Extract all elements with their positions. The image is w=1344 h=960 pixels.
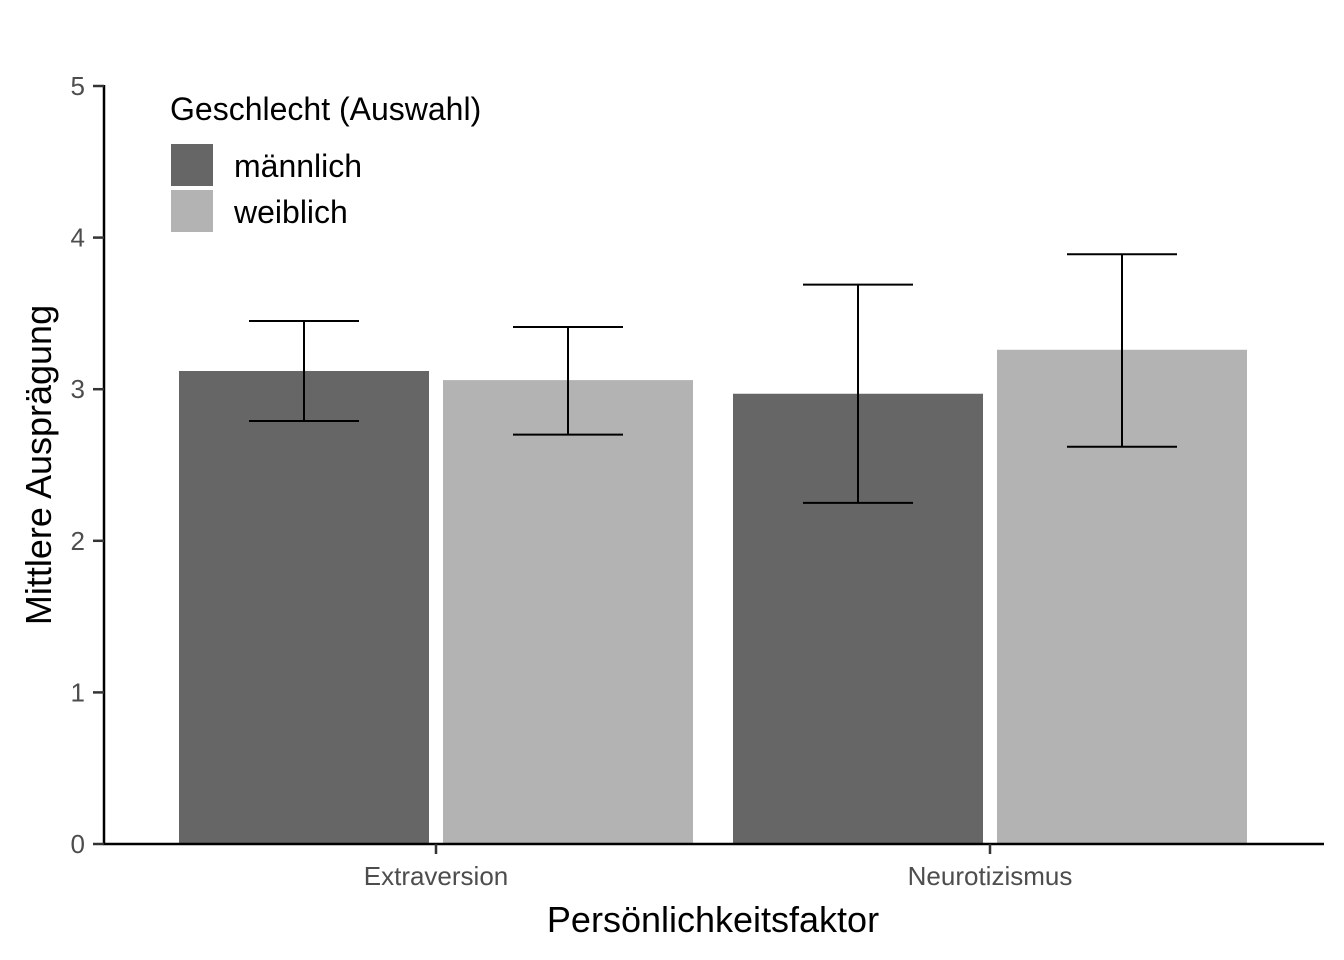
bars-layer xyxy=(179,349,1247,844)
legend-swatch-weiblich xyxy=(171,190,213,232)
legend-swatch-männlich xyxy=(171,144,213,186)
y-tick-label: 3 xyxy=(71,374,85,404)
legend: Geschlecht (Auswahl) männlich weiblich xyxy=(170,91,481,232)
y-tick-label: 4 xyxy=(71,223,85,253)
y-tick-label: 5 xyxy=(71,71,85,101)
legend-label-männlich: männlich xyxy=(234,148,362,184)
legend-items: männlich weiblich xyxy=(171,144,362,232)
x-ticks-layer: Extraversion Neurotizismus xyxy=(364,844,1073,891)
y-axis-title: Mittlere Ausprägung xyxy=(18,305,59,625)
bar-weiblich-Extraversion xyxy=(443,380,693,844)
y-tick-label: 2 xyxy=(71,526,85,556)
x-axis-title: Persönlichkeitsfaktor xyxy=(547,899,879,940)
bar-männlich-Extraversion xyxy=(179,371,429,844)
y-tick-label: 0 xyxy=(71,829,85,859)
y-ticks-layer: 0 1 2 3 4 5 xyxy=(71,71,104,859)
axes-layer xyxy=(102,85,1324,846)
legend-label-weiblich: weiblich xyxy=(233,194,348,230)
legend-title: Geschlecht (Auswahl) xyxy=(170,91,481,127)
x-tick-label: Neurotizismus xyxy=(908,861,1073,891)
error-bars-layer xyxy=(249,253,1177,504)
x-tick-label: Extraversion xyxy=(364,861,509,891)
y-tick-label: 1 xyxy=(71,677,85,707)
